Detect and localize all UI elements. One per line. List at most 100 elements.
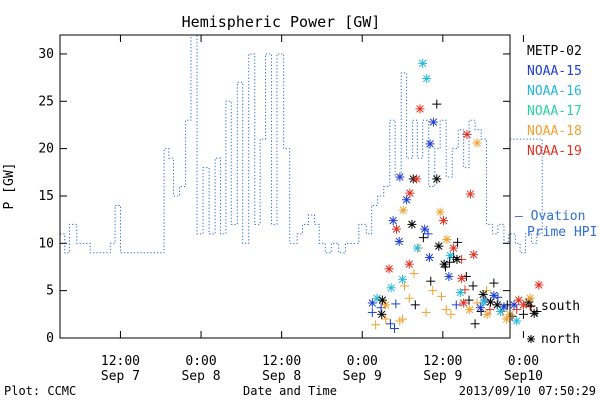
north-point (435, 207, 445, 217)
x-tick-time: 12:00 (262, 354, 301, 369)
legend-satellite: NOAA-17 (527, 104, 582, 119)
north-point (394, 236, 404, 246)
north-point (377, 309, 387, 319)
south-point (423, 229, 433, 239)
north-point (486, 297, 496, 307)
north-point (412, 243, 422, 253)
north-point (439, 216, 449, 226)
north-point (469, 250, 479, 260)
legend-north-marker (527, 335, 535, 343)
south-point (400, 281, 410, 291)
north-point (384, 264, 394, 274)
north-point (465, 189, 475, 199)
north-point (499, 302, 509, 312)
south-point (460, 285, 470, 295)
x-tick-date: Sep 8 (262, 369, 301, 384)
north-point (478, 289, 488, 299)
x-tick-time: 12:00 (423, 354, 462, 369)
x-tick-date: Sep 9 (423, 369, 462, 384)
south-point (398, 314, 408, 324)
x-tick-time: 0:00 (185, 354, 216, 369)
north-point (412, 174, 422, 184)
north-point (404, 259, 414, 269)
north-point (496, 306, 506, 316)
north-point (405, 188, 415, 198)
south-point (381, 314, 391, 324)
x-tick-date: Sep 8 (181, 369, 220, 384)
north-point (457, 273, 467, 283)
south-point (441, 305, 451, 315)
ovation-hpi-line (60, 34, 543, 254)
north-point (420, 224, 430, 234)
north-point (398, 274, 408, 284)
north-point (452, 254, 462, 264)
north-point (465, 305, 475, 315)
north-point (367, 298, 377, 308)
south-point (410, 300, 420, 310)
south-point (493, 292, 503, 302)
y-axis: 0 5 10 15 20 25 30 (38, 47, 510, 346)
north-point (462, 129, 472, 139)
y-tick-label: 0 (46, 331, 54, 346)
north-point (475, 303, 485, 313)
y-tick-label: 10 (38, 236, 54, 251)
x-tick-time: 0:00 (347, 354, 378, 369)
north-point (529, 308, 539, 318)
south-point (428, 286, 438, 296)
north-point (391, 224, 401, 234)
south-point (436, 291, 446, 301)
legend-satellite: NOAA-15 (527, 64, 582, 79)
north-point (534, 280, 544, 290)
south-point (418, 233, 428, 243)
north-point (386, 283, 396, 293)
south-point (518, 309, 528, 319)
legend-south-label: south (541, 299, 580, 314)
north-point (512, 316, 522, 326)
north-point (425, 139, 435, 149)
north-point (459, 298, 469, 308)
north-point (525, 293, 535, 303)
north-point (482, 309, 492, 319)
south-point (389, 324, 399, 334)
legend: METP-02 NOAA-15 NOAA-16 NOAA-17 NOAA-18 NOAA-… (527, 44, 582, 159)
south-point (421, 307, 431, 317)
south-point (391, 299, 401, 309)
y-tick-label: 30 (38, 47, 54, 62)
y-tick-label: 5 (46, 284, 54, 299)
south-point (512, 305, 522, 315)
x-tick-time: 0:00 (508, 354, 539, 369)
x-tick-time: 12:00 (101, 354, 140, 369)
y-tick-label: 25 (38, 94, 54, 109)
north-point (472, 138, 482, 148)
legend-ovation-line1: — Ovation (515, 209, 585, 224)
legend-satellite: NOAA-18 (527, 124, 582, 139)
north-point (444, 271, 454, 281)
plot-marks (60, 34, 544, 334)
y-tick-label: 15 (38, 189, 54, 204)
south-point (409, 269, 419, 279)
south-point (446, 309, 456, 319)
x-tick-date: Sep10 (504, 369, 543, 384)
south-point (468, 281, 478, 291)
south-point (404, 293, 414, 303)
north-point (445, 251, 455, 261)
north-point (381, 300, 391, 310)
south-point (371, 320, 381, 330)
north-point (398, 205, 408, 215)
north-point (422, 74, 432, 84)
x-tick-date: Sep 9 (343, 369, 382, 384)
y-tick-label: 20 (38, 142, 54, 157)
north-point (514, 295, 524, 305)
x-tick-date: Sep 7 (101, 369, 140, 384)
north-point (395, 172, 405, 182)
south-point (470, 319, 480, 329)
legend-south-marker (526, 301, 536, 311)
north-point (424, 253, 434, 263)
north-point (432, 174, 442, 184)
chart-title: Hemispheric Power [GW] (182, 13, 381, 31)
footer-right: 2013/09/10 07:50:29 (459, 384, 596, 398)
north-point (388, 216, 398, 226)
north-point (489, 290, 499, 300)
